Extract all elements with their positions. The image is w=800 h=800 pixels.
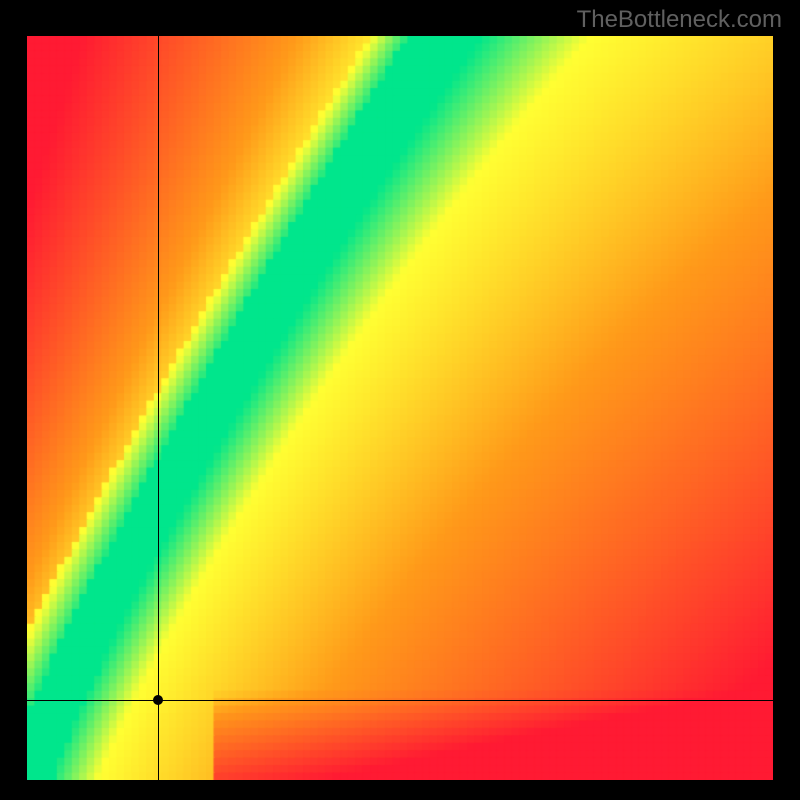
heatmap-plot-area — [27, 36, 773, 780]
crosshair-horizontal-line — [27, 700, 773, 701]
watermark-text: TheBottleneck.com — [577, 6, 782, 34]
crosshair-vertical-line — [158, 36, 159, 780]
heatmap-canvas — [27, 36, 773, 780]
crosshair-marker-dot — [153, 695, 163, 705]
